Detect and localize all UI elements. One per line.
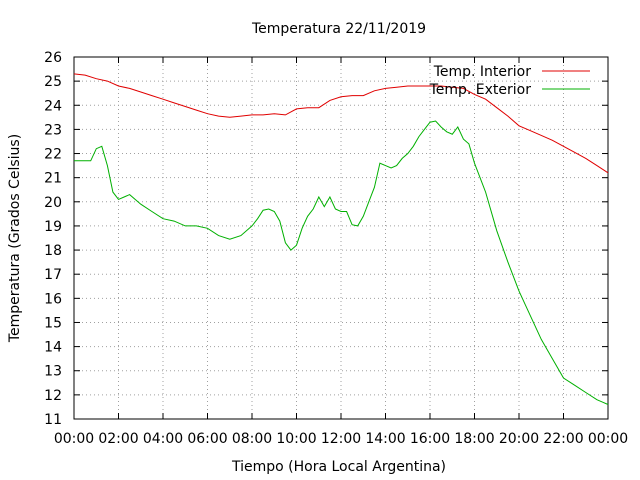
y-tick-label: 13: [44, 364, 62, 380]
y-tick-label: 23: [44, 122, 62, 138]
axis-ticks: [73, 56, 609, 420]
legend: Temp. Interior Temp. Exterior: [429, 64, 590, 98]
legend-label-interior: Temp. Interior: [433, 64, 532, 80]
x-tick-label: 12:00: [321, 431, 361, 447]
y-tick-label: 19: [44, 219, 62, 235]
legend-label-exterior: Temp. Exterior: [429, 82, 532, 98]
y-tick-label: 25: [44, 74, 62, 90]
x-axis-label: Tiempo (Hora Local Argentina): [231, 459, 446, 475]
x-tick-label: 04:00: [143, 431, 183, 447]
x-tick-label: 00:00: [54, 431, 94, 447]
y-tick-labels: 11 12 13 14 15 16 17 18 19 20 21 22 23 24 25 26: [44, 50, 62, 428]
chart-title: Temperatura 22/11/2019: [251, 21, 426, 37]
y-tick-label: 15: [44, 315, 62, 331]
y-tick-label: 17: [44, 267, 62, 283]
x-tick-label: 02:00: [98, 431, 138, 447]
x-tick-label: 16:00: [410, 431, 450, 447]
x-tick-label: 18:00: [454, 431, 494, 447]
y-tick-label: 26: [44, 50, 62, 66]
y-axis-label: Temperatura (Grados Celsius): [7, 134, 23, 343]
x-tick-label: 10:00: [276, 431, 316, 447]
y-tick-label: 21: [44, 171, 62, 187]
x-tick-label: 22:00: [543, 431, 583, 447]
y-tick-label: 24: [44, 98, 62, 114]
x-tick-label: 06:00: [187, 431, 227, 447]
x-tick-label: 14:00: [365, 431, 405, 447]
x-tick-label: 00:00: [588, 431, 628, 447]
y-tick-label: 12: [44, 388, 62, 404]
y-tick-label: 16: [44, 291, 62, 307]
grid: [74, 57, 608, 419]
series-line-interior: [73, 73, 609, 174]
x-tick-label: 08:00: [232, 431, 272, 447]
series-lines: [73, 73, 609, 405]
y-tick-label: 11: [44, 412, 62, 428]
x-tick-label: 20:00: [499, 431, 539, 447]
x-tick-labels: 00:00 02:00 04:00 06:00 08:00 10:00 12:00 14:00…: [54, 431, 628, 447]
y-tick-label: 20: [44, 195, 62, 211]
series-line-exterior: [74, 120, 609, 405]
y-tick-label: 18: [44, 243, 62, 259]
y-tick-label: 22: [44, 147, 62, 163]
y-tick-label: 14: [44, 340, 62, 356]
